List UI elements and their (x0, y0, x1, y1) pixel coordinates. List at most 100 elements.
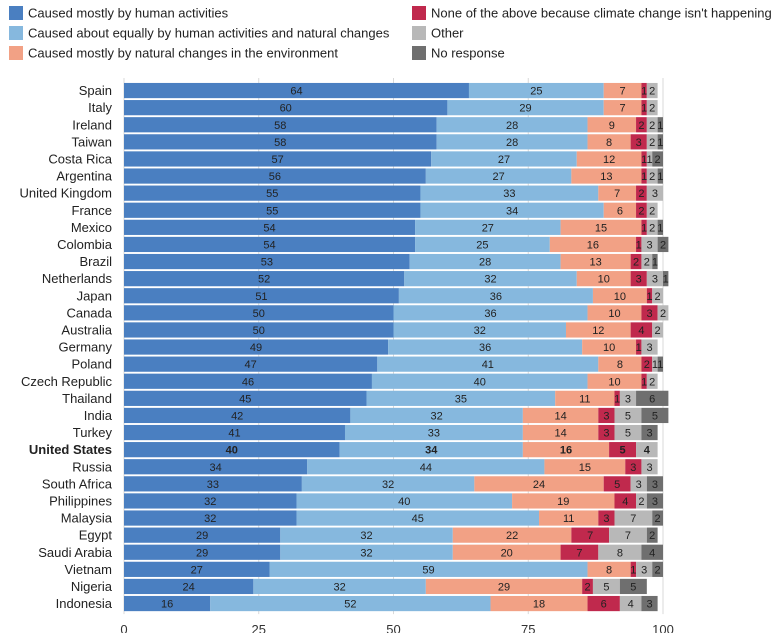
bar-segment-spain-caused-mostly-by-human-activities (124, 82, 469, 99)
data-label-colombia-caused-mostly-by-human-activities: 54 (263, 239, 275, 251)
bar-segment-colombia-caused-mostly-by-natural-changes-in-the-environment (549, 236, 637, 253)
bar-segment-brazil-no-response (652, 253, 658, 270)
data-label-india-caused-mostly-by-human-activities: 42 (231, 410, 243, 422)
legend: Caused mostly by human activities Caused … (9, 6, 771, 61)
data-label-italy-none-of-the-above-because-climate-change-isn-t-happening: 1 (641, 103, 647, 115)
data-label-malaysia-other: 7 (630, 513, 636, 525)
data-label-netherlands-no-response: 1 (663, 274, 669, 286)
data-label-australia-none-of-the-above-because-climate-change-isn-t-happening: 4 (638, 325, 644, 337)
bar-segment-indonesia-caused-about-equally-by-human-activities-and-natural-changes (210, 595, 491, 612)
bar-segment-egypt-caused-mostly-by-human-activities (124, 527, 281, 543)
bar-segment-brazil-caused-mostly-by-natural-changes-in-the-environment (560, 253, 631, 270)
category-label-costa-rica: Costa Rica (48, 151, 112, 166)
bar-segment-japan-none-of-the-above-because-climate-change-isn-t-happening (646, 288, 653, 304)
data-label-philippines-caused-mostly-by-natural-changes-in-the-environment: 19 (557, 496, 569, 508)
bar-segment-costa-rica-none-of-the-above-because-climate-change-isn-t-happening (641, 151, 647, 167)
data-label-spain-caused-mostly-by-human-activities: 64 (290, 86, 302, 98)
data-label-costa-rica-caused-mostly-by-human-activities: 57 (271, 154, 283, 166)
bar-segment-australia-caused-mostly-by-human-activities (124, 322, 394, 338)
category-label-japan: Japan (77, 288, 112, 303)
data-label-nigeria-other: 5 (603, 581, 609, 593)
category-label-saudi-arabia: Saudi Arabia (38, 545, 112, 560)
data-label-argentina-caused-mostly-by-natural-changes-in-the-environment: 13 (600, 171, 612, 183)
data-label-indonesia-none-of-the-above-because-climate-change-isn-t-happening: 6 (601, 599, 607, 611)
bar-segment-indonesia-other (619, 595, 642, 612)
data-label-france-none-of-the-above-because-climate-change-isn-t-happening: 2 (638, 205, 644, 217)
data-label-saudi-arabia-caused-mostly-by-human-activities: 29 (196, 547, 208, 559)
data-label-thailand-caused-mostly-by-human-activities: 45 (239, 393, 251, 405)
bar-segment-thailand-caused-mostly-by-natural-changes-in-the-environment (555, 390, 615, 406)
data-label-philippines-no-response: 3 (652, 496, 658, 508)
bar-segment-brazil-caused-mostly-by-human-activities (124, 253, 410, 270)
data-label-japan-none-of-the-above-because-climate-change-isn-t-happening: 1 (646, 291, 652, 303)
bar-segment-saudi-arabia-caused-mostly-by-natural-changes-in-the-environment (452, 544, 561, 560)
category-label-united-kingdom: United Kingdom (20, 186, 113, 201)
bar-row-turkey: 41 33 14 3 5 3 (124, 424, 658, 441)
bar-row-saudi-arabia: 29 32 20 7 8 4 (124, 544, 663, 560)
bar-row-russia: 34 44 15 3 3 (124, 459, 658, 475)
data-label-turkey-no-response: 3 (646, 428, 652, 440)
bar-row-canada: 50 36 10 3 2 (124, 305, 669, 321)
data-label-united-states-none-of-the-above-because-climate-change-isn-t-happening: 5 (620, 445, 626, 457)
bar-segment-colombia-caused-about-equally-by-human-activities-and-natural-changes (415, 236, 550, 253)
bar-row-colombia: 54 25 16 1 3 2 (124, 236, 669, 253)
bar-segment-nigeria-other (592, 578, 620, 595)
bar-segment-canada-none-of-the-above-because-climate-change-isn-t-happening (641, 305, 658, 321)
bar-segment-netherlands-other (646, 271, 663, 287)
data-label-australia-caused-about-equally-by-human-activities-and-natural-changes: 32 (474, 325, 486, 337)
bar-segment-nigeria-caused-mostly-by-human-activities (124, 578, 254, 595)
data-label-india-other: 5 (625, 410, 631, 422)
bar-segment-south-africa-none-of-the-above-because-climate-change-isn-t-happening (603, 476, 631, 492)
x-tick-label-75: 75 (521, 622, 535, 633)
bar-segment-australia-other (652, 322, 663, 338)
data-label-netherlands-caused-about-equally-by-human-activities-and-natural-changes: 32 (484, 274, 496, 286)
bar-segment-philippines-none-of-the-above-because-climate-change-isn-t-happening (614, 493, 637, 509)
data-label-italy-caused-about-equally-by-human-activities-and-natural-changes: 29 (519, 103, 531, 115)
data-label-philippines-caused-mostly-by-human-activities: 32 (204, 496, 216, 508)
data-label-vietnam-caused-mostly-by-natural-changes-in-the-environment: 8 (606, 564, 612, 576)
category-label-germany: Germany (59, 340, 113, 355)
category-label-philippines: Philippines (49, 493, 112, 508)
bar-segment-turkey-no-response (641, 424, 658, 441)
data-label-canada-none-of-the-above-because-climate-change-isn-t-happening: 3 (646, 308, 652, 320)
data-label-nigeria-none-of-the-above-because-climate-change-isn-t-happening: 2 (584, 581, 590, 593)
legend-label-other: Other (431, 26, 464, 41)
data-label-poland-other: 1 (652, 359, 658, 371)
bar-segment-germany-caused-about-equally-by-human-activities-and-natural-changes (388, 339, 583, 355)
data-label-nigeria-caused-mostly-by-human-activities: 24 (183, 581, 195, 593)
bar-segment-russia-none-of-the-above-because-climate-change-isn-t-happening (625, 459, 642, 475)
category-label-taiwan: Taiwan (72, 134, 112, 149)
bar-segment-united-states-caused-mostly-by-human-activities (124, 442, 340, 458)
data-label-thailand-other: 3 (625, 393, 631, 405)
data-label-taiwan-caused-about-equally-by-human-activities-and-natural-changes: 28 (506, 137, 518, 149)
bar-segment-colombia-none-of-the-above-because-climate-change-isn-t-happening (636, 236, 642, 253)
bar-segment-philippines-other (636, 493, 647, 509)
bar-segment-costa-rica-caused-about-equally-by-human-activities-and-natural-changes (431, 151, 577, 167)
bar-segment-united-states-caused-about-equally-by-human-activities-and-natural-changes (339, 442, 523, 458)
data-label-nigeria-caused-about-equally-by-human-activities-and-natural-changes: 32 (333, 581, 345, 593)
bar-segment-japan-caused-mostly-by-human-activities (124, 288, 399, 304)
bar-segment-canada-caused-mostly-by-human-activities (124, 305, 394, 321)
data-label-ireland-no-response: 1 (657, 120, 663, 132)
bar-segment-philippines-caused-about-equally-by-human-activities-and-natural-changes (296, 493, 513, 509)
bar-segment-egypt-none-of-the-above-because-climate-change-isn-t-happening (571, 527, 610, 543)
data-label-malaysia-no-response: 2 (655, 513, 661, 525)
bar-segment-saudi-arabia-none-of-the-above-because-climate-change-isn-t-happening (560, 544, 599, 560)
data-label-argentina-caused-mostly-by-human-activities: 56 (269, 171, 281, 183)
bar-segment-netherlands-caused-mostly-by-human-activities (124, 271, 405, 287)
data-label-colombia-other: 3 (646, 239, 652, 251)
category-label-italy: Italy (88, 100, 112, 115)
category-label-malaysia: Malaysia (61, 511, 113, 526)
bar-segment-russia-caused-mostly-by-human-activities (124, 459, 308, 475)
category-label-mexico: Mexico (71, 220, 112, 235)
data-label-japan-caused-mostly-by-natural-changes-in-the-environment: 10 (614, 291, 626, 303)
data-label-canada-caused-mostly-by-human-activities: 50 (253, 308, 265, 320)
data-label-united-states-caused-about-equally-by-human-activities-and-natural-changes: 34 (425, 445, 438, 457)
data-label-vietnam-no-response: 2 (655, 564, 661, 576)
bar-segment-ireland-other (646, 117, 658, 133)
bar-segment-india-other (614, 407, 642, 424)
bar-segment-turkey-caused-about-equally-by-human-activities-and-natural-changes (344, 424, 523, 441)
bar-segment-taiwan-caused-mostly-by-human-activities (124, 134, 437, 150)
x-tick-label-25: 25 (252, 622, 266, 633)
bar-segment-ireland-no-response (657, 117, 663, 133)
